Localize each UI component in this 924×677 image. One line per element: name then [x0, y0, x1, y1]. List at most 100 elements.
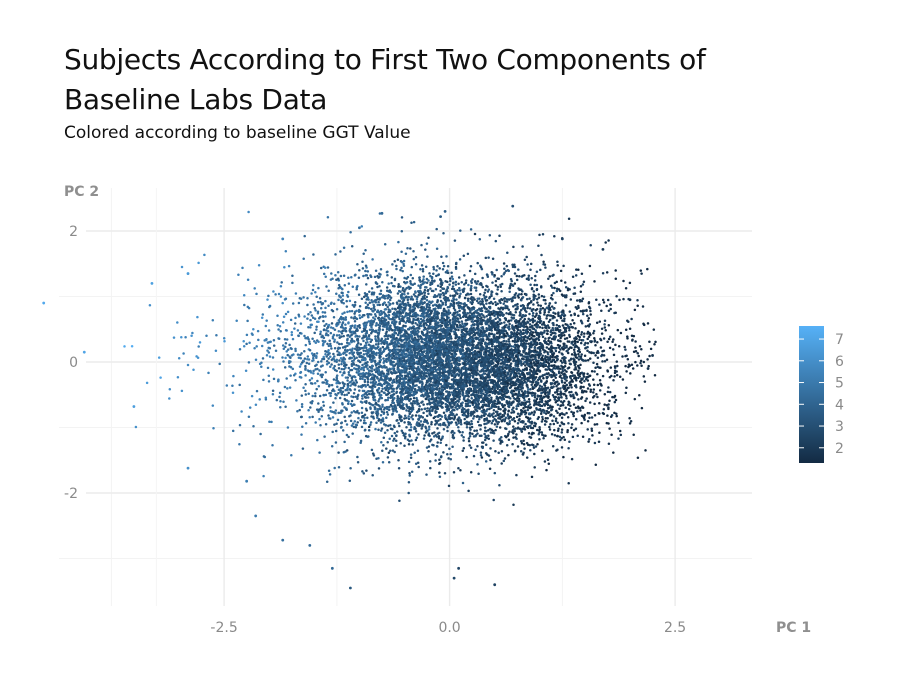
- data-point: [557, 346, 561, 349]
- data-point: [250, 394, 254, 398]
- data-point: [432, 444, 435, 447]
- data-point: [272, 344, 276, 347]
- data-point: [265, 353, 269, 357]
- data-point: [353, 324, 357, 327]
- data-point: [360, 225, 364, 228]
- data-point: [360, 297, 364, 301]
- data-point: [182, 352, 185, 355]
- data-point: [381, 328, 385, 331]
- data-point: [457, 416, 461, 419]
- data-point: [639, 361, 642, 365]
- data-point: [465, 426, 469, 429]
- data-point: [605, 304, 608, 308]
- data-point: [452, 398, 455, 402]
- data-point: [286, 353, 289, 357]
- data-point: [303, 234, 306, 238]
- data-point: [607, 337, 611, 341]
- data-point: [492, 408, 496, 412]
- data-point: [327, 469, 331, 473]
- data-point: [393, 277, 397, 281]
- data-point: [247, 361, 251, 364]
- data-point: [418, 279, 421, 282]
- data-point: [302, 257, 305, 260]
- data-point: [304, 366, 307, 370]
- data-point: [345, 399, 349, 402]
- data-point: [467, 437, 471, 440]
- data-point: [314, 421, 317, 424]
- data-point: [581, 435, 585, 439]
- data-point: [358, 335, 361, 338]
- data-point: [203, 253, 206, 257]
- data-point: [378, 212, 382, 215]
- data-point: [371, 392, 374, 395]
- data-point: [636, 364, 639, 367]
- data-point: [305, 361, 309, 365]
- data-point: [384, 337, 387, 341]
- data-point: [385, 286, 389, 289]
- data-point: [352, 351, 356, 354]
- data-point: [451, 277, 455, 281]
- data-point: [379, 393, 383, 397]
- data-point: [502, 273, 506, 276]
- data-point: [329, 302, 333, 306]
- data-point: [339, 370, 342, 374]
- data-point: [409, 456, 413, 460]
- data-point: [374, 427, 377, 431]
- data-point: [350, 316, 353, 319]
- data-point: [439, 438, 443, 442]
- data-point: [264, 396, 268, 400]
- data-point: [252, 328, 255, 331]
- data-point: [346, 295, 350, 298]
- data-point: [445, 255, 448, 258]
- data-point: [427, 450, 430, 453]
- data-point: [568, 440, 571, 443]
- data-point: [530, 411, 534, 414]
- data-point: [377, 342, 380, 346]
- data-point: [638, 345, 642, 348]
- data-point: [327, 289, 330, 293]
- data-point: [612, 451, 615, 454]
- data-point: [487, 288, 491, 291]
- data-point: [247, 415, 251, 419]
- data-point: [523, 409, 527, 413]
- data-point: [488, 467, 492, 471]
- data-point: [288, 343, 291, 347]
- data-point: [549, 296, 553, 300]
- data-point: [255, 345, 258, 348]
- data-point: [580, 353, 583, 356]
- data-point: [423, 294, 426, 297]
- data-point: [362, 414, 365, 418]
- data-point: [283, 338, 287, 341]
- data-point: [404, 374, 408, 378]
- data-point: [473, 232, 477, 236]
- data-point: [537, 244, 540, 247]
- data-point: [306, 355, 310, 358]
- data-point: [332, 352, 335, 356]
- data-point: [400, 419, 404, 422]
- data-point: [371, 310, 375, 313]
- data-point: [438, 295, 442, 299]
- data-point: [349, 384, 352, 387]
- data-point: [439, 441, 442, 445]
- data-point: [310, 292, 313, 295]
- data-point: [569, 314, 573, 317]
- data-point: [568, 335, 572, 338]
- data-point: [215, 333, 218, 337]
- data-point: [325, 329, 328, 332]
- data-point: [425, 352, 428, 355]
- data-point: [322, 400, 325, 404]
- data-point: [346, 402, 350, 405]
- data-point: [362, 353, 366, 356]
- data-point: [312, 303, 315, 306]
- data-point: [522, 443, 526, 446]
- data-point: [450, 398, 453, 401]
- data-point: [332, 316, 336, 319]
- data-point: [426, 407, 429, 410]
- data-point: [423, 434, 426, 437]
- data-point: [385, 325, 389, 329]
- data-point: [350, 244, 354, 248]
- data-point: [503, 457, 507, 460]
- data-point: [373, 275, 377, 279]
- data-point: [267, 346, 270, 350]
- data-point: [489, 447, 492, 450]
